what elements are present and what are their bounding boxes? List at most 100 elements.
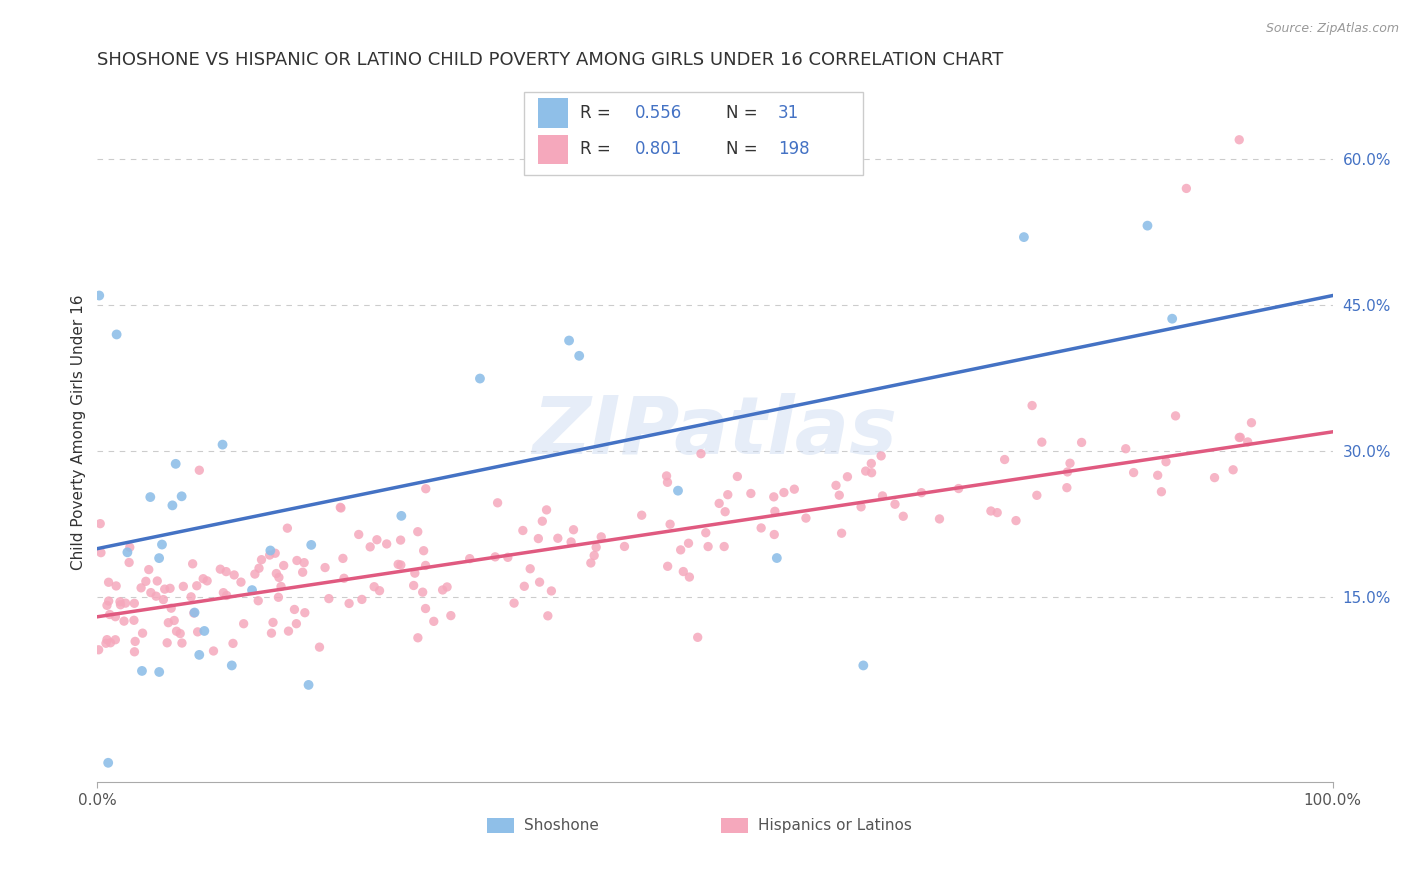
Point — [415, 482, 437, 496]
Point — [193, 572, 215, 586]
Bar — [538, 135, 568, 164]
Point — [187, 624, 209, 639]
Text: Source: ZipAtlas.com: Source: ZipAtlas.com — [1265, 22, 1399, 36]
Point — [1240, 416, 1263, 430]
Point — [291, 566, 314, 580]
Point — [375, 537, 398, 551]
Text: Shoshone: Shoshone — [523, 818, 599, 833]
Point — [849, 500, 872, 514]
Point — [707, 496, 730, 510]
Text: R =: R = — [581, 103, 616, 122]
Point — [537, 608, 560, 623]
Point — [260, 626, 283, 640]
Point — [87, 642, 110, 657]
Point — [277, 624, 299, 639]
Point — [740, 486, 762, 500]
Point — [366, 533, 388, 547]
Point — [350, 592, 373, 607]
Point — [1005, 514, 1028, 528]
Point — [114, 596, 136, 610]
Point — [138, 563, 160, 577]
Point — [579, 556, 602, 570]
Bar — [486, 818, 513, 833]
Point — [872, 489, 894, 503]
Point — [110, 598, 132, 612]
Point — [332, 551, 354, 566]
Point — [412, 543, 434, 558]
Point — [170, 489, 193, 503]
Point — [212, 585, 235, 599]
Text: R =: R = — [581, 140, 616, 159]
Point — [583, 549, 606, 563]
Point — [145, 589, 167, 603]
Point — [124, 634, 146, 648]
Point — [678, 536, 700, 550]
Point — [163, 614, 186, 628]
Point — [108, 595, 131, 609]
Point — [432, 582, 454, 597]
Point — [267, 591, 290, 605]
Point — [112, 614, 135, 628]
Point — [1150, 484, 1173, 499]
Point — [294, 606, 316, 620]
Text: 31: 31 — [778, 103, 800, 122]
Point — [1012, 230, 1035, 244]
Point — [222, 636, 245, 650]
Point — [105, 579, 128, 593]
Point — [406, 524, 429, 539]
Point — [135, 574, 157, 589]
Point — [297, 678, 319, 692]
Y-axis label: Child Poverty Among Girls Under 16: Child Poverty Among Girls Under 16 — [72, 294, 86, 570]
Point — [131, 664, 153, 678]
Point — [766, 551, 789, 566]
Point — [1025, 488, 1047, 502]
Point — [270, 579, 292, 593]
Point — [1122, 466, 1144, 480]
Point — [240, 583, 263, 598]
Point — [503, 596, 526, 610]
Point — [181, 557, 204, 571]
Point — [825, 478, 848, 492]
Point — [513, 579, 536, 593]
Point — [1070, 435, 1092, 450]
Text: 0.801: 0.801 — [634, 140, 682, 159]
Point — [749, 521, 772, 535]
Point — [828, 488, 851, 502]
Point — [262, 615, 284, 630]
Point — [1164, 409, 1187, 423]
Point — [1222, 463, 1244, 477]
Point — [264, 546, 287, 560]
Point — [363, 580, 385, 594]
Text: N =: N = — [725, 140, 763, 159]
Point — [585, 541, 607, 555]
Point — [496, 550, 519, 565]
Point — [308, 640, 330, 654]
Point — [96, 632, 118, 647]
Point — [540, 584, 562, 599]
Text: ZIPatlas: ZIPatlas — [533, 392, 897, 471]
Point — [1161, 311, 1184, 326]
Point — [1056, 465, 1078, 479]
Point — [678, 570, 700, 584]
Point — [162, 499, 184, 513]
Point — [129, 581, 152, 595]
Point — [860, 466, 883, 480]
Point — [152, 592, 174, 607]
Point — [118, 541, 141, 555]
Point — [1175, 181, 1198, 195]
Point — [156, 636, 179, 650]
Point — [153, 582, 176, 596]
Point — [165, 457, 187, 471]
Point — [1021, 399, 1043, 413]
Point — [686, 630, 709, 644]
Point — [725, 469, 748, 483]
Point — [139, 585, 162, 599]
Point — [202, 644, 225, 658]
Text: SHOSHONE VS HISPANIC OR LATINO CHILD POVERTY AMONG GIRLS UNDER 16 CORRELATION CH: SHOSHONE VS HISPANIC OR LATINO CHILD POV… — [97, 51, 1004, 69]
Point — [186, 579, 208, 593]
Point — [117, 545, 139, 559]
Point — [329, 500, 352, 515]
Point — [160, 601, 183, 615]
Point — [150, 537, 173, 551]
Point — [519, 562, 541, 576]
